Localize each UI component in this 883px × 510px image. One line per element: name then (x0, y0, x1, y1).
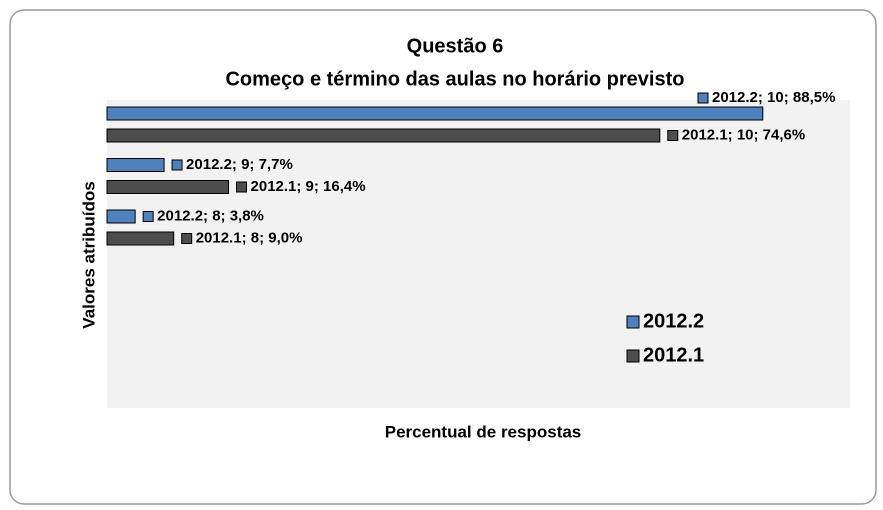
bar (106, 106, 764, 121)
bar (106, 158, 165, 172)
bar (106, 209, 136, 224)
legend-label: 2012.2 (643, 310, 704, 332)
bar (106, 231, 175, 246)
x-axis-label: Percentual de respostas (385, 422, 582, 441)
legend-key (626, 349, 640, 363)
legend-key (626, 315, 640, 329)
label-key (181, 233, 193, 244)
label-key (171, 159, 183, 171)
data-label: 2012.1; 8; 9,0% (196, 229, 303, 246)
legend-label: 2012.1 (643, 344, 704, 366)
bar (106, 180, 230, 194)
y-axis-label: Valores atribuídos (79, 181, 98, 328)
label-key (236, 181, 248, 193)
data-label: 2012.2; 10; 88,5% (712, 89, 835, 106)
plot-area (107, 100, 850, 408)
data-label: 2012.2; 8; 3,8% (157, 207, 264, 224)
chart-title: Questão 6 (407, 35, 504, 57)
label-key (142, 211, 154, 222)
bar (106, 128, 661, 143)
label-key (667, 130, 679, 141)
label-key (697, 92, 709, 104)
data-label: 2012.1; 10; 74,6% (682, 126, 805, 143)
chart-subtitle: Começo e término das aulas no horário pr… (225, 68, 684, 90)
data-label: 2012.1; 9; 16,4% (251, 178, 366, 195)
data-label: 2012.2; 9; 7,7% (186, 156, 293, 173)
